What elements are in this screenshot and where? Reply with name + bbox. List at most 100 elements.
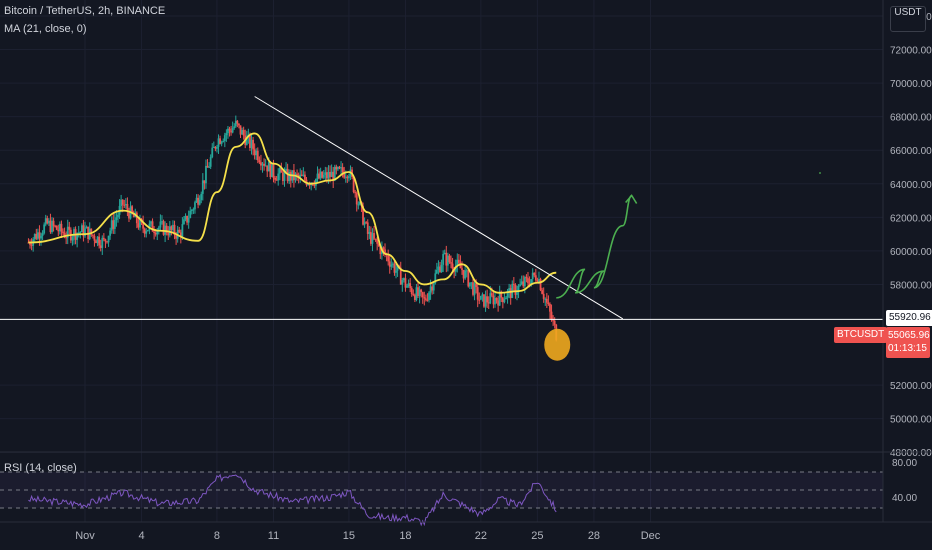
candle-body bbox=[269, 162, 272, 178]
candle-body bbox=[388, 261, 391, 267]
candle-body bbox=[421, 292, 424, 298]
candle-body bbox=[448, 255, 451, 263]
candle-body bbox=[508, 288, 511, 291]
candle-body bbox=[267, 162, 270, 172]
candle-body bbox=[98, 236, 101, 246]
candle-body bbox=[423, 297, 426, 299]
candle-body bbox=[483, 294, 485, 307]
candle-body bbox=[337, 166, 339, 170]
candle-body bbox=[399, 267, 402, 285]
candle-body bbox=[288, 172, 291, 182]
candle-body bbox=[145, 231, 148, 234]
candle-body bbox=[187, 217, 190, 223]
candle-body bbox=[272, 164, 275, 178]
candle-body bbox=[387, 254, 390, 262]
candle-body bbox=[245, 136, 248, 145]
candle-body bbox=[139, 219, 141, 228]
candle-body bbox=[253, 149, 256, 156]
candle-body bbox=[157, 227, 160, 230]
candle-body bbox=[490, 293, 493, 296]
candle-body bbox=[183, 219, 185, 225]
candle-body bbox=[539, 278, 542, 291]
candle-body bbox=[214, 146, 217, 149]
candle-body bbox=[252, 139, 254, 150]
candle-body bbox=[261, 163, 264, 166]
projection-path bbox=[556, 194, 633, 299]
candle-body bbox=[495, 297, 498, 301]
currency-selector[interactable]: USDT bbox=[890, 6, 926, 32]
candle-body bbox=[27, 242, 30, 244]
candle-body bbox=[514, 284, 517, 295]
candle-body bbox=[220, 141, 223, 144]
price-marker-circle bbox=[544, 328, 571, 361]
candle-body bbox=[300, 174, 303, 176]
candle-body bbox=[142, 222, 145, 229]
candle-body bbox=[115, 217, 118, 220]
candle-body bbox=[407, 283, 410, 287]
candle-body bbox=[162, 221, 165, 235]
candle-body bbox=[545, 298, 548, 303]
candle-body bbox=[346, 176, 349, 179]
candle-body bbox=[315, 178, 317, 186]
candle-body bbox=[437, 266, 440, 270]
candle-body bbox=[65, 237, 68, 239]
candle-body bbox=[109, 230, 112, 236]
candle-body bbox=[87, 226, 90, 240]
candle-body bbox=[80, 225, 83, 233]
bar-countdown: 01:13:15 bbox=[888, 343, 927, 354]
candle-body bbox=[530, 279, 533, 286]
candle-body bbox=[549, 303, 551, 312]
candle-body bbox=[296, 173, 298, 175]
x-tick-label: 28 bbox=[588, 530, 600, 542]
candle-body bbox=[47, 220, 50, 224]
candle-body bbox=[321, 171, 324, 178]
candle-body bbox=[73, 229, 75, 238]
candle-body bbox=[330, 171, 333, 177]
candle-body bbox=[362, 205, 364, 225]
candle-body bbox=[465, 270, 468, 272]
candle-body bbox=[274, 177, 276, 180]
y-tick-label: 62000.00 bbox=[890, 213, 932, 224]
candle-body bbox=[203, 180, 206, 184]
candle-body bbox=[299, 174, 302, 178]
candle-body bbox=[533, 272, 536, 276]
candle-body bbox=[431, 286, 434, 291]
candle-body bbox=[57, 229, 60, 232]
candle-body bbox=[49, 220, 52, 233]
candle-body bbox=[137, 223, 140, 228]
x-tick-label: Nov bbox=[75, 530, 95, 542]
candle-body bbox=[285, 168, 287, 172]
candle-body bbox=[124, 204, 127, 206]
candle-body bbox=[329, 171, 331, 177]
candle-body bbox=[467, 270, 470, 287]
candle-body bbox=[63, 233, 66, 238]
candle-body bbox=[172, 224, 174, 231]
candle-body bbox=[159, 221, 162, 228]
candle-body bbox=[60, 223, 63, 232]
x-tick-label: Dec bbox=[641, 530, 661, 542]
candle-body bbox=[44, 218, 47, 225]
candle-body bbox=[123, 204, 126, 206]
candle-body bbox=[369, 231, 372, 244]
x-tick-label: 22 bbox=[475, 530, 487, 542]
y-tick-label: 68000.00 bbox=[890, 113, 932, 124]
candle-body bbox=[327, 171, 330, 179]
candle-body bbox=[390, 264, 393, 267]
candle-body bbox=[527, 278, 529, 284]
candle-body bbox=[464, 270, 467, 279]
candle-body bbox=[128, 210, 130, 219]
candle-body bbox=[393, 263, 396, 273]
candle-body bbox=[190, 210, 193, 212]
candle-body bbox=[338, 166, 341, 169]
candle-body bbox=[33, 233, 36, 240]
candle-body bbox=[113, 219, 116, 229]
last-price-badge: 55065.96 01:13:15 bbox=[886, 327, 930, 358]
candle-body bbox=[186, 215, 189, 223]
candle-body bbox=[302, 174, 305, 176]
candle-body bbox=[209, 157, 212, 167]
candle-body bbox=[376, 239, 379, 244]
candle-body bbox=[277, 173, 280, 181]
x-tick-label: 8 bbox=[214, 530, 220, 542]
candle-body bbox=[241, 130, 243, 135]
